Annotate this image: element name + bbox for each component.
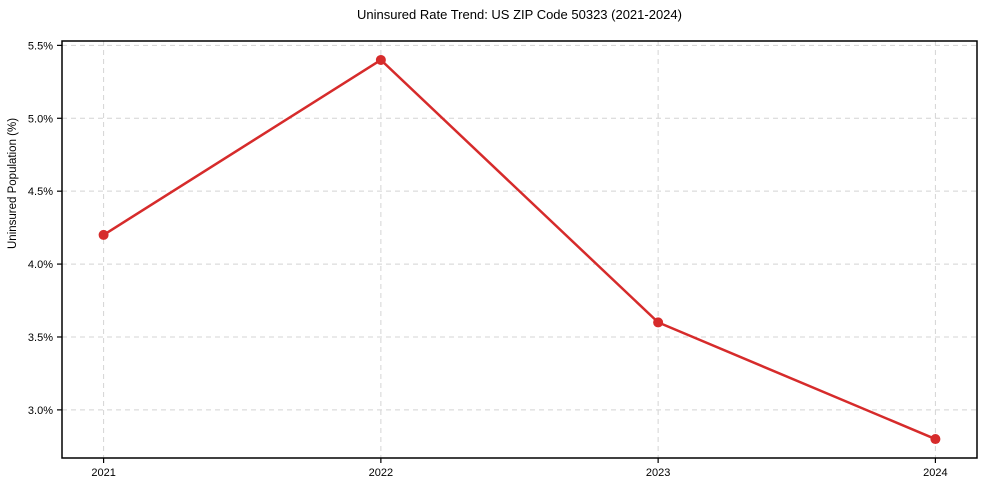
y-tick-label: 4.5% (28, 186, 53, 198)
data-point-marker (98, 229, 109, 240)
trend-line (102, 58, 937, 441)
y-tick-label: 5.0% (28, 113, 53, 125)
y-tick-label: 5.5% (28, 40, 53, 52)
x-tick-label: 2022 (369, 467, 393, 479)
x-tick-label: 2021 (91, 467, 115, 479)
x-tick-label: 2023 (646, 467, 670, 479)
x-tick-label: 2024 (923, 467, 947, 479)
data-point-marker (653, 317, 664, 328)
plot-border (61, 40, 978, 459)
data-point-marker (375, 54, 386, 65)
y-tick-label: 3.5% (28, 332, 53, 344)
y-tick-label: 4.0% (28, 259, 53, 271)
chart-title: Uninsured Rate Trend: US ZIP Code 50323 … (357, 7, 682, 22)
data-point-marker (930, 434, 941, 445)
y-tick-label: 3.0% (28, 405, 53, 417)
